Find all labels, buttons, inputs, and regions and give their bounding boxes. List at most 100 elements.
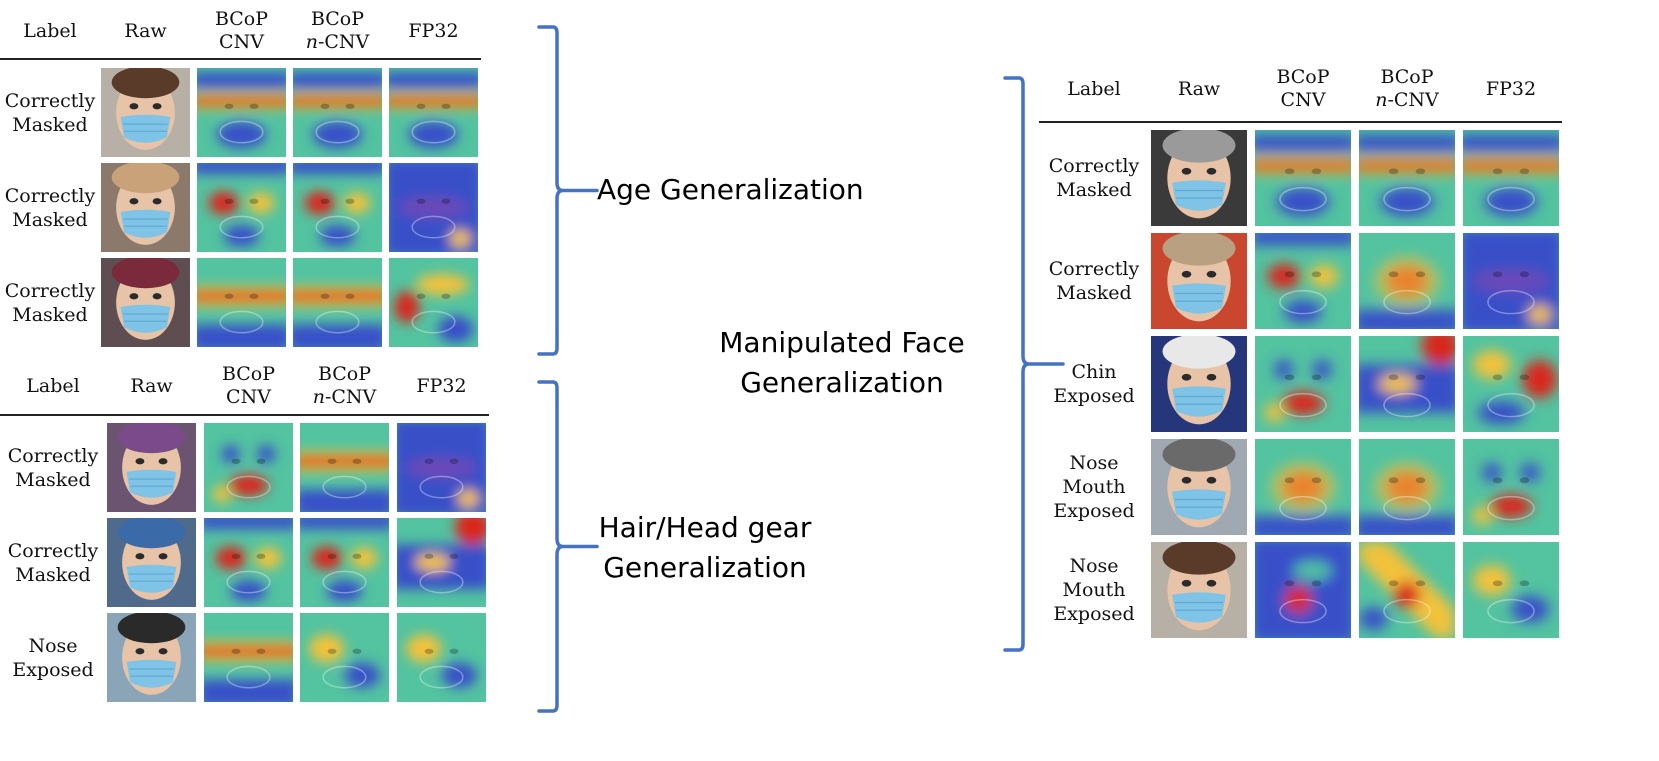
caption-line: Manipulated Face xyxy=(719,326,965,359)
fp32-heatmap xyxy=(397,423,486,512)
column-header: BCoP n-CNV xyxy=(293,8,382,54)
column-header: BCoP n-CNV xyxy=(1359,66,1455,112)
raw-face-image xyxy=(107,613,196,702)
brace-path xyxy=(537,25,599,356)
text-line: Raw xyxy=(1177,78,1221,100)
column-header: Label xyxy=(3,20,97,43)
text-line: Nose xyxy=(1069,452,1119,474)
text-line: n-CNV xyxy=(1375,89,1439,111)
bcop-cnv-heatmap xyxy=(197,68,286,157)
text-line: BCoP xyxy=(221,363,276,385)
bcop-ncnv-heatmap xyxy=(300,518,389,607)
raw-face-image xyxy=(107,518,196,607)
text-line: Masked xyxy=(1056,179,1132,201)
column-header: Raw xyxy=(107,375,196,398)
bcop-cnv-heatmap xyxy=(1255,336,1351,432)
text-line: FP32 xyxy=(416,375,467,397)
text-line: FP32 xyxy=(408,20,459,42)
bcop-cnv-heatmap xyxy=(197,163,286,252)
bcop-cnv-heatmap xyxy=(204,423,293,512)
text-line: Correctly xyxy=(7,444,99,467)
text-line: BCoP xyxy=(214,8,269,30)
fp32-heatmap xyxy=(1463,542,1559,638)
raw-face-image xyxy=(1151,130,1247,226)
fp32-heatmap xyxy=(1463,233,1559,329)
bcop-cnv-heatmap xyxy=(204,613,293,702)
text-line: Label xyxy=(26,375,80,397)
text-line: Masked xyxy=(12,303,88,326)
text-line: Masked xyxy=(15,468,91,491)
raw-face-image xyxy=(107,423,196,512)
text-line: Nose xyxy=(1069,555,1119,577)
text-line: CNV xyxy=(219,31,264,53)
text-line: BCoP xyxy=(1380,66,1434,88)
fp32-heatmap xyxy=(397,518,486,607)
fp32-heatmap xyxy=(389,258,478,347)
text-line: Label xyxy=(1067,78,1121,100)
text-line: CNV xyxy=(1280,89,1326,111)
text-line: Label xyxy=(23,20,77,42)
text-line: Correctly xyxy=(1048,155,1140,177)
row-label: Correctly Masked xyxy=(1042,130,1146,226)
bcop-ncnv-heatmap xyxy=(1359,439,1455,535)
raw-face-image xyxy=(1151,542,1247,638)
text-line: Masked xyxy=(15,563,91,586)
bcop-cnv-heatmap xyxy=(204,518,293,607)
header-rule xyxy=(0,58,481,60)
row-label: Nose Mouth Exposed xyxy=(1042,439,1146,535)
italic-n: n xyxy=(1375,89,1388,111)
text-line: Nose xyxy=(28,634,78,657)
text-line: CNV xyxy=(226,386,271,408)
row-label: Correctly Masked xyxy=(3,423,103,512)
fp32-heatmap xyxy=(397,613,486,702)
bcop-cnv-heatmap xyxy=(197,258,286,347)
column-header: FP32 xyxy=(397,375,486,398)
row-label: Correctly Masked xyxy=(3,68,97,157)
raw-face-image xyxy=(1151,439,1247,535)
column-header: Label xyxy=(3,375,103,398)
bcop-cnv-heatmap xyxy=(1255,233,1351,329)
bcop-ncnv-heatmap xyxy=(293,163,382,252)
text-line: Correctly xyxy=(4,89,96,112)
brace-path xyxy=(537,380,599,713)
bcop-ncnv-heatmap xyxy=(1359,336,1455,432)
bcop-cnv-heatmap xyxy=(1255,542,1351,638)
fp32-heatmap xyxy=(389,68,478,157)
column-header: BCoP CNV xyxy=(204,363,293,409)
text-line: Raw xyxy=(130,375,173,397)
text-line: Raw xyxy=(124,20,167,42)
brace-path xyxy=(1003,76,1065,652)
bcop-ncnv-heatmap xyxy=(293,68,382,157)
row-label: Correctly Masked xyxy=(3,163,97,252)
row-label: Chin Exposed xyxy=(1042,336,1146,432)
bcop-cnv-heatmap xyxy=(1255,439,1351,535)
text-line: BCoP xyxy=(317,363,372,385)
group-brace xyxy=(537,380,599,713)
group-caption: Manipulated Face Generalization xyxy=(712,323,972,403)
text-line: Masked xyxy=(12,113,88,136)
group-brace xyxy=(537,25,599,356)
text-line: Correctly xyxy=(7,539,99,562)
text-line: Mouth xyxy=(1062,579,1126,601)
text-line: BCoP xyxy=(310,8,365,30)
row-label: Correctly Masked xyxy=(3,518,103,607)
column-header: FP32 xyxy=(389,20,478,43)
text-line: n-CNV xyxy=(312,386,377,408)
text-line: Chin xyxy=(1071,361,1117,383)
raw-face-image xyxy=(101,258,190,347)
fp32-heatmap xyxy=(1463,130,1559,226)
header-rule xyxy=(0,414,489,416)
row-label: Correctly Masked xyxy=(3,258,97,347)
bcop-ncnv-heatmap xyxy=(1359,542,1455,638)
header-rule xyxy=(1039,121,1562,123)
row-label: Nose Exposed xyxy=(3,613,103,702)
fp32-heatmap xyxy=(1463,336,1559,432)
group-caption: Age Generalization xyxy=(597,170,864,210)
text-line: Masked xyxy=(1056,282,1132,304)
text-line: Correctly xyxy=(4,184,96,207)
row-label: Correctly Masked xyxy=(1042,233,1146,329)
raw-face-image xyxy=(101,68,190,157)
text-line: n-CNV xyxy=(305,31,370,53)
column-header: FP32 xyxy=(1463,78,1559,101)
column-header: Raw xyxy=(1151,78,1247,101)
